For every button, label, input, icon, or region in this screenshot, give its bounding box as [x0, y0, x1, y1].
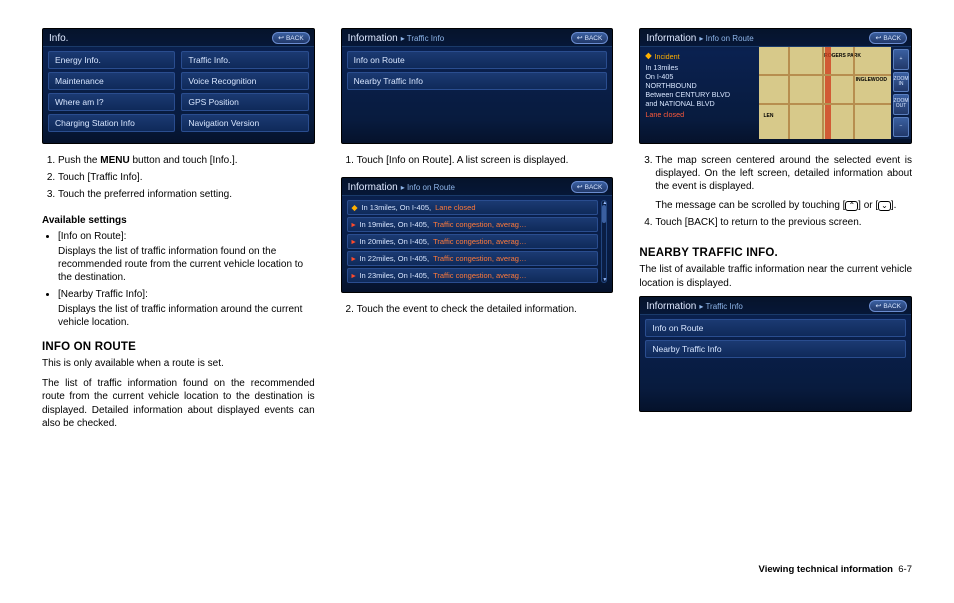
col1-p1: This is only available when a route is s…: [42, 357, 315, 371]
screen-traffic-info-2: Information ▸ Traffic Info BACK Info on …: [639, 296, 912, 412]
menu-item-gps[interactable]: GPS Position: [181, 93, 308, 111]
screen-map-detail: Information ▸ Info on Route BACK ◆ Incid…: [639, 28, 912, 144]
page-content: Info. BACK Energy Info. Traffic Info. Ma…: [42, 28, 912, 558]
list-nearby-traffic[interactable]: Nearby Traffic Info: [645, 340, 906, 358]
screen-title: Information: [646, 301, 696, 312]
menu-item-traffic[interactable]: Traffic Info.: [181, 51, 308, 69]
column-2: Information ▸ Traffic Info BACK Info on …: [341, 28, 614, 558]
screen-subtitle: ▸ Info on Route: [699, 34, 753, 43]
screen-subtitle: ▸ Traffic Info: [401, 34, 444, 43]
back-button[interactable]: BACK: [571, 32, 609, 44]
flag-icon: ▸: [352, 220, 356, 229]
info-menu-grid: Energy Info. Traffic Info. Maintenance V…: [48, 51, 309, 132]
scrollbar[interactable]: ▲ ▼: [601, 200, 607, 283]
flag-icon: ▸: [352, 254, 356, 263]
available-settings-hdr: Available settings: [42, 215, 315, 226]
col2-step-1: Touch [Info on Route]. A list screen is …: [357, 154, 614, 167]
step-3: Touch the preferred information setting.: [58, 188, 315, 201]
step-2: Touch [Traffic Info].: [58, 171, 315, 184]
traffic-event-list: ◆ In 13miles, On I-405, Lane closed ▸ In…: [347, 200, 599, 283]
scrollbar-thumb[interactable]: [602, 205, 606, 223]
col3-step-3: The map screen centered around the selec…: [655, 154, 912, 212]
list-info-on-route[interactable]: Info on Route: [347, 51, 608, 69]
flag-icon: ▸: [352, 237, 356, 246]
col1-steps: Push the MENU button and touch [Info.]. …: [42, 154, 315, 205]
menu-item-navver[interactable]: Navigation Version: [181, 114, 308, 132]
heading-info-on-route: INFO ON ROUTE: [42, 341, 315, 353]
map-label: ROGERS PARK: [824, 53, 861, 59]
menu-item-where[interactable]: Where am I?: [48, 93, 175, 111]
screen-title: Information: [348, 33, 398, 44]
traffic-row[interactable]: ◆ In 13miles, On I-405, Lane closed: [347, 200, 599, 215]
back-button[interactable]: BACK: [869, 300, 907, 312]
screen-title: Information: [348, 182, 398, 193]
flag-icon: ▸: [352, 271, 356, 280]
col1-p2: The list of traffic information found on…: [42, 377, 315, 431]
available-settings-list: [Info on Route]: Displays the list of tr…: [42, 230, 315, 333]
scroll-down-icon: ⌄: [878, 201, 891, 211]
warn-icon: ◆: [645, 51, 651, 61]
back-button[interactable]: BACK: [571, 181, 609, 193]
warn-icon: ◆: [352, 203, 358, 212]
zoom-in-button[interactable]: +: [893, 49, 909, 70]
traffic-row[interactable]: ▸ In 22miles, On I-405, Traffic congesti…: [347, 251, 599, 266]
menu-item-maintenance[interactable]: Maintenance: [48, 72, 175, 90]
bullet-nearby-traffic: [Nearby Traffic Info]: Displays the list…: [58, 288, 315, 329]
col3-p1: The list of available traffic informatio…: [639, 263, 912, 290]
col2-step-2: Touch the event to check the detailed in…: [357, 303, 614, 316]
back-button[interactable]: BACK: [869, 32, 907, 44]
list-info-on-route[interactable]: Info on Route: [645, 319, 906, 337]
screen-info-on-route-list: Information ▸ Info on Route BACK ◆ In 13…: [341, 177, 614, 293]
screen-title: Information: [646, 33, 696, 44]
col3-step-4: Touch [BACK] to return to the previous s…: [655, 216, 912, 229]
list-nearby-traffic[interactable]: Nearby Traffic Info: [347, 72, 608, 90]
col2-steps-a: Touch [Info on Route]. A list screen is …: [341, 154, 614, 171]
zoom-in-label: ZOOM IN: [893, 72, 909, 93]
col3-steps: The map screen centered around the selec…: [639, 154, 912, 233]
screen-title: Info.: [49, 33, 68, 44]
menu-item-energy[interactable]: Energy Info.: [48, 51, 175, 69]
back-button[interactable]: BACK: [272, 32, 310, 44]
traffic-row[interactable]: ▸ In 19miles, On I-405, Traffic congesti…: [347, 217, 599, 232]
map-label: INGLEWOOD: [856, 77, 887, 83]
traffic-row[interactable]: ▸ In 23miles, On I-405, Traffic congesti…: [347, 268, 599, 283]
map-view[interactable]: ROGERS PARK INGLEWOOD LEN: [759, 47, 891, 139]
screen-traffic-info: Information ▸ Traffic Info BACK Info on …: [341, 28, 614, 144]
zoom-out-button[interactable]: −: [893, 117, 909, 138]
column-1: Info. BACK Energy Info. Traffic Info. Ma…: [42, 28, 315, 558]
screen-subtitle: ▸ Traffic Info: [699, 302, 742, 311]
step-1: Push the MENU button and touch [Info.].: [58, 154, 315, 167]
screen-subtitle: ▸ Info on Route: [401, 183, 455, 192]
map-event-info: ◆ Incident In 13miles On I-405 NORTHBOUN…: [640, 47, 759, 139]
bullet-info-on-route: [Info on Route]: Displays the list of tr…: [58, 230, 315, 284]
scroll-up-icon: ⌃: [845, 201, 858, 211]
col2-steps-b: Touch the event to check the detailed in…: [341, 303, 614, 320]
map-zoom-controls: + ZOOM IN ZOOM OUT −: [891, 47, 911, 139]
screen-header: Info. BACK: [43, 29, 314, 47]
screen-info: Info. BACK Energy Info. Traffic Info. Ma…: [42, 28, 315, 144]
zoom-out-label: ZOOM OUT: [893, 94, 909, 115]
traffic-row[interactable]: ▸ In 20miles, On I-405, Traffic congesti…: [347, 234, 599, 249]
menu-item-voice[interactable]: Voice Recognition: [181, 72, 308, 90]
heading-nearby-traffic: NEARBY TRAFFIC INFO.: [639, 247, 912, 259]
menu-item-charging[interactable]: Charging Station Info: [48, 114, 175, 132]
column-3: Information ▸ Info on Route BACK ◆ Incid…: [639, 28, 912, 558]
page-footer: Viewing technical information 6-7: [42, 564, 912, 575]
map-label: LEN: [763, 113, 773, 119]
